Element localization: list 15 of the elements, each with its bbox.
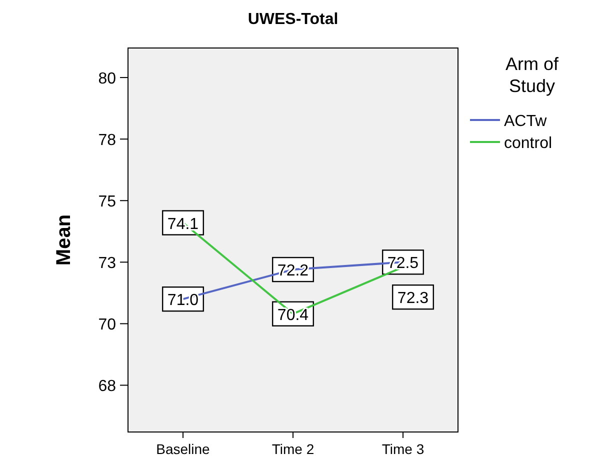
legend-title: Arm of Study: [505, 54, 560, 96]
legend-label: ACTw: [504, 113, 548, 130]
x-tick-label: Time 2: [272, 441, 314, 457]
x-tick-label: Time 3: [382, 441, 424, 457]
y-tick-label: 78: [98, 132, 116, 150]
y-tick-label: 73: [98, 255, 116, 272]
y-tick-label: 75: [98, 194, 116, 211]
y-axis-title: Mean: [53, 214, 75, 266]
y-tick-label: 70: [98, 316, 116, 334]
legend-label: control: [504, 135, 552, 152]
data-label: 72.3: [397, 290, 429, 308]
chart-title: UWES-Total: [248, 11, 338, 28]
x-tick-label: Baseline: [156, 441, 210, 457]
y-tick-label: 68: [98, 378, 116, 396]
y-tick-label: 80: [98, 70, 116, 88]
